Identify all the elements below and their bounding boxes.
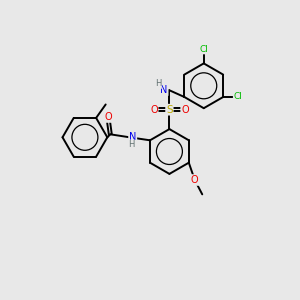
- Text: N: N: [129, 132, 136, 142]
- Text: Cl: Cl: [234, 92, 242, 101]
- Text: O: O: [191, 175, 199, 185]
- Text: O: O: [150, 105, 158, 115]
- Text: H: H: [128, 140, 135, 149]
- Text: H: H: [155, 79, 161, 88]
- Text: N: N: [160, 85, 168, 95]
- Text: S: S: [166, 105, 173, 115]
- Text: Cl: Cl: [199, 45, 208, 54]
- Text: O: O: [181, 105, 189, 115]
- Text: O: O: [104, 112, 112, 122]
